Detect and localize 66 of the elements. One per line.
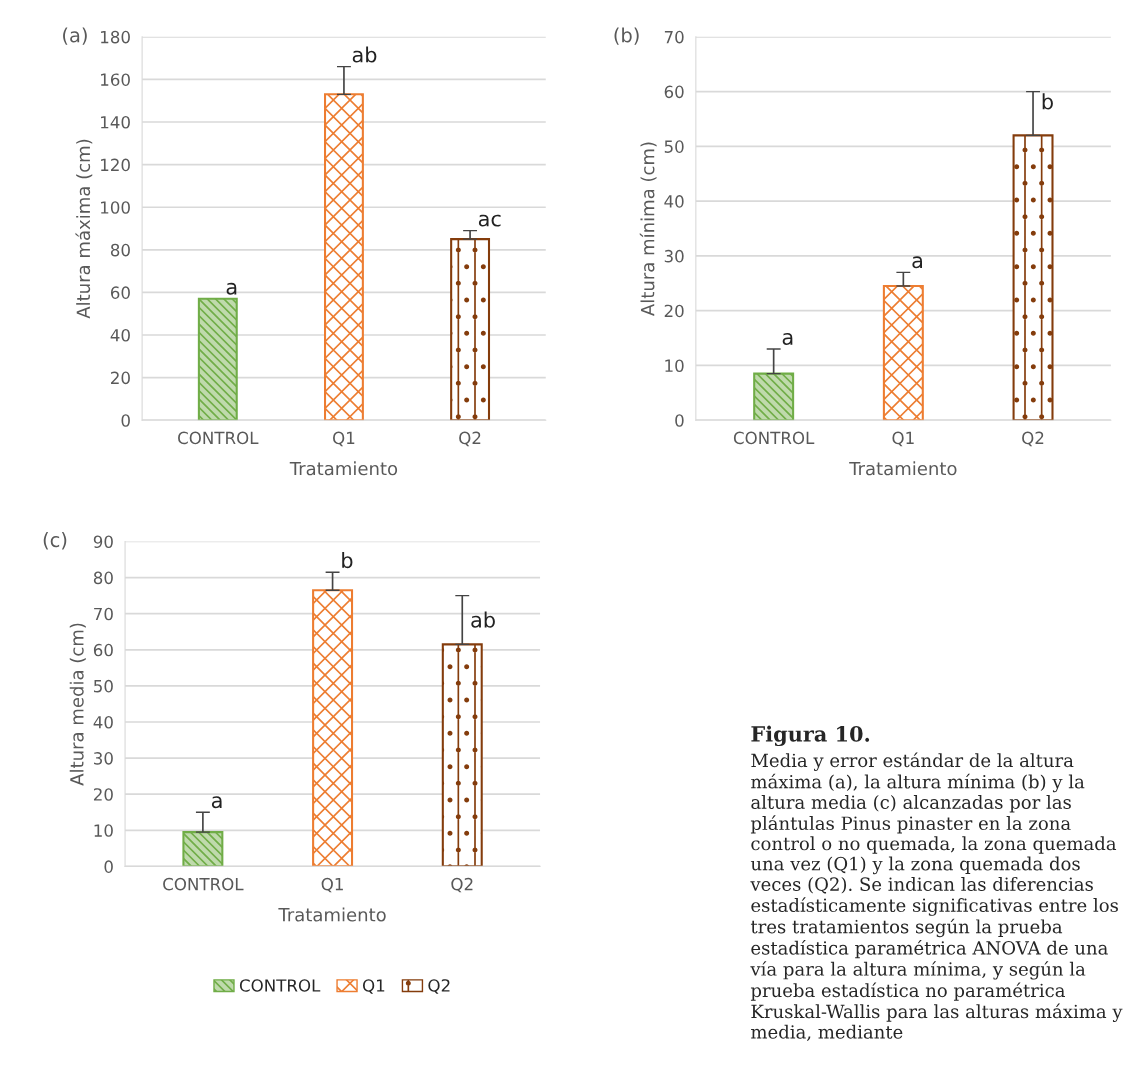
annotation: ab: [471, 611, 495, 628]
x-tick-label: CONTROL: [178, 431, 259, 445]
x-tick-label: Q2: [451, 877, 473, 893]
y-tick-label: 30: [664, 249, 684, 263]
y-tick-label: 20: [93, 788, 113, 801]
annotation: ac: [478, 214, 501, 227]
x-tick-label: Q1: [333, 431, 355, 447]
y-tick-label: 100: [101, 201, 130, 214]
bar: [882, 284, 924, 421]
y-tick-label: 50: [94, 679, 113, 693]
annotation: a: [226, 282, 237, 295]
y-axis-title: Altura mínima (cm): [639, 142, 657, 316]
y-tick-label: 10: [94, 824, 113, 837]
x-axis-title: Tratamiento: [278, 907, 386, 922]
x-tick-label: CONTROL: [163, 877, 244, 891]
annotation: a: [782, 333, 793, 345]
y-tick-label: 80: [110, 243, 130, 257]
annotation: b: [1042, 93, 1053, 110]
y-tick-label: 80: [93, 571, 113, 585]
x-tick-label: Q1: [892, 431, 914, 447]
x-tick-label: Q2: [459, 431, 481, 447]
x-tick-label: Q1: [321, 877, 343, 893]
x-tick-label: Q2: [1022, 431, 1044, 447]
y-tick-label: 40: [110, 328, 130, 342]
bar: [323, 93, 364, 421]
y-tick-label: 40: [664, 195, 684, 208]
y-tick-label: 30: [94, 752, 113, 765]
legend-label: Q1: [362, 979, 385, 994]
x-axis-title: Tratamiento: [289, 461, 398, 476]
text: Figura 10.: [751, 725, 870, 747]
y-tick-label: 20: [664, 304, 684, 318]
y-tick-label: 0: [104, 860, 113, 873]
bar: [753, 372, 795, 421]
chart-title: (c): [43, 532, 67, 550]
bar: [450, 238, 491, 421]
annotation: ab: [352, 46, 377, 63]
bar: [197, 297, 238, 421]
y-tick-label: 60: [110, 286, 130, 299]
annotation: b: [342, 552, 353, 569]
y-tick-label: 0: [121, 414, 130, 427]
y-tick-label: 0: [675, 414, 684, 427]
y-tick-label: 120: [101, 158, 130, 172]
y-tick-label: 160: [101, 73, 130, 86]
y-tick-label: 10: [665, 359, 684, 372]
y-tick-label: 50: [664, 140, 684, 153]
x-tick-label: CONTROL: [733, 431, 815, 445]
annotation: a: [211, 796, 222, 809]
chart-title: (a): [63, 27, 87, 45]
y-tick-label: 20: [111, 371, 130, 385]
y-tick-label: 140: [101, 115, 130, 129]
y-tick-label: 60: [93, 643, 113, 657]
y-tick-label: 70: [94, 607, 113, 621]
y-tick-label: 70: [664, 30, 684, 44]
legend-label: CONTROL: [239, 979, 321, 992]
y-tick-label: 90: [93, 535, 113, 549]
text: Media y error estándar de la altura máxima (a), la altura mínima (b) y la altura media (c) alcanzadas por las plántulas Pinus pinaster en la zona control o no quemada, la zona quemada una vez (Q1) y la zona quemada dos veces (Q2). Se indican las diferencias estadísticamente significativas entre los tres tratamientos según la prueba estadística paramétrica ANOVA de una vía para la altura mínima, y según la prueba estadística no paramétrica Kruskal-Wallis para las alturas máxima y media, mediante: [750, 752, 1123, 1041]
y-axis-title: Altura máxima (cm): [75, 139, 93, 319]
y-axis-title: Altura media (cm): [69, 623, 86, 786]
legend-label: Q2: [428, 979, 450, 994]
y-tick-label: 40: [93, 715, 113, 729]
y-tick-label: 180: [101, 30, 130, 44]
x-axis-title: Tratamiento: [849, 461, 957, 476]
bar: [1012, 134, 1054, 421]
y-tick-label: 60: [664, 85, 684, 99]
annotation: a: [912, 256, 922, 269]
chart-title: (b): [614, 27, 639, 45]
